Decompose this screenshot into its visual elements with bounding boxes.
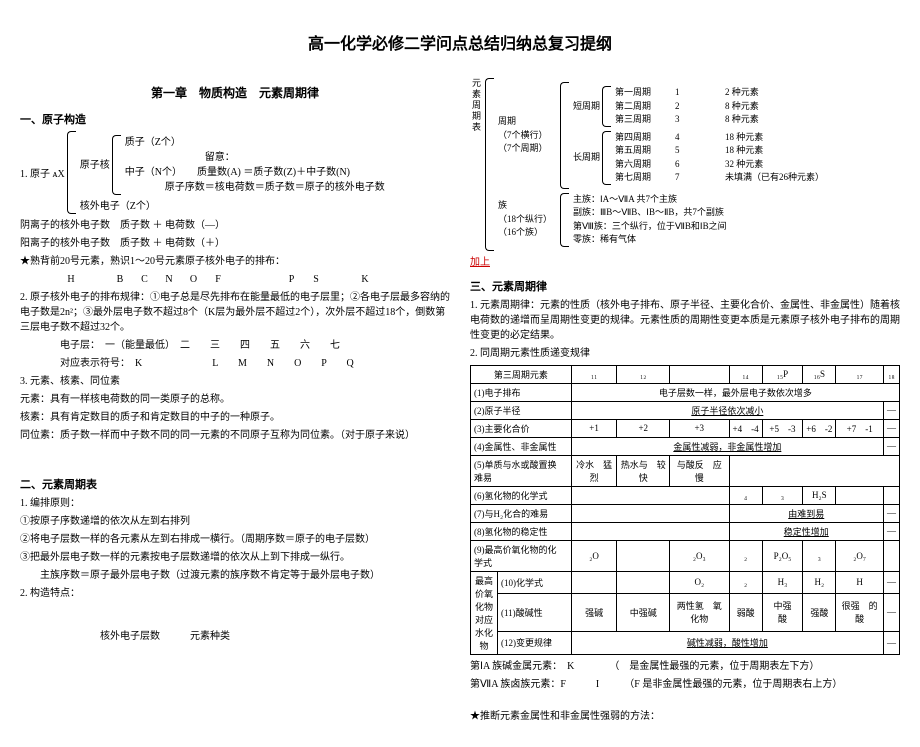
- def-element: 元素：具有一样核电荷数的同一类原子的总称。: [20, 392, 450, 407]
- periodic-tree: 元素周期表 周期（7个横行）（7个周期） 短周期 第一周期12 种元素 第二周期…: [470, 78, 900, 251]
- table-row: (4)金属性、非金属性 金属性减弱，非金属性增加 —: [471, 437, 900, 455]
- s2-p2: ②将电子层数一样的各元素从左到右排成一横行。（周期序数＝原子的电子层数）: [20, 532, 450, 547]
- s3-p2: 2. 同周期元素性质递变规律: [470, 346, 900, 361]
- rule-3: 3. 元素、核素、同位素: [20, 374, 450, 389]
- table-row: (7)与H₂化合的难易 由难到易 —: [471, 504, 900, 522]
- element-row-1: H B C N O F P S K: [20, 272, 450, 287]
- def-nuclide: 核素：具有肯定数目的质子和肯定数目的中子的一种原子。: [20, 410, 450, 425]
- atom-structure: 1. 原子 ᴀX 原子核 质子（Z个） 留意： 中子（N个） 质量数(A) ＝质…: [20, 131, 450, 214]
- page-title: 高一化学必修二学问点总结归纳总复习提纲: [20, 30, 900, 54]
- table-row: (1)电子排布 电子层数一样，最外层电子数依次增多: [471, 383, 900, 401]
- table-row: (11)酸碱性 强碱 中强碱 两性氢 氧化物 弱酸 中强 酸 强酸 很强 的酸 …: [471, 593, 900, 631]
- note-line: 留意：: [125, 150, 450, 165]
- cation-line: 阳离子的核外电子数 质子数 ＋ 电荷数（＋）: [20, 236, 450, 251]
- group-label: 族（18个纵行）（16个族）: [498, 193, 560, 247]
- proton-line: 质子（Z个）: [125, 135, 450, 150]
- foot-2: 第ⅦA 族卤族元素：F I （F 是非金属性最强的元素，位于周期表右上方）: [470, 677, 900, 692]
- table-row: (9)最高价氧化物的化 学式 ₂O ₂O₃ ₂ P₂O₅ ₃ ₂O₇: [471, 540, 900, 571]
- table-row: (3)主要化合价 +1 +2 +3 +4 -4 +5 -3 +6 -2 +7 -…: [471, 419, 900, 437]
- star-note: ★推断元素金属性和非金属性强弱的方法：: [470, 709, 900, 724]
- seq-formula: 原子序数＝核电荷数＝质子数＝原子的核外电子数: [125, 180, 450, 195]
- neutron-line: 中子（N个）: [125, 167, 177, 178]
- table-row: (5)单质与水或酸置换 难易 冷水 猛烈 热水与 较快 与酸反 应慢: [471, 455, 900, 486]
- section-2-title: 二、元素周期表: [20, 476, 450, 492]
- table-row: (12)变更规律 碱性减弱，酸性增加 —: [471, 632, 900, 654]
- s2-p3: ③把最外层电子数一样的元素按电子层数递增的依次从上到下排成一纵行。: [20, 550, 450, 565]
- foot-1: 第ⅠA 族碱金属元素： K （ 是金属性最强的元素，位于周期表左下方）: [470, 659, 900, 674]
- section-3-title: 三、元素周期律: [470, 278, 900, 294]
- period-3-table: 第三周期元素 ₁₁ ₁₂ ₁₄ ₁₅P ₁₆S ₁₇ ₁₈ (1)电子排布 电子…: [470, 365, 900, 655]
- mass-formula: 质量数(A) ＝质子数(Z)＋中子数(N): [197, 167, 350, 178]
- layers-symbol: 对应表示符号： K L M N O P Q: [20, 356, 450, 371]
- def-isotope: 同位素：质子数一样而中子数不同的同一元素的不同原子互称为同位素。（对于原子来说）: [20, 428, 450, 443]
- rule-2: 2. 原子核外电子的排布规律：①电子总是尽先排布在能量最低的电子层里；②各电子层…: [20, 290, 450, 335]
- period-label: 周期（7个横行）（7个周期）: [498, 82, 560, 189]
- table-row: (2)原子半径 原子半径依次减小 —: [471, 401, 900, 419]
- left-column: 第一章 物质构造 元素周期律 一、原子构造 1. 原子 ᴀX 原子核 质子（Z个…: [20, 74, 450, 727]
- memorize-line: ★熟背前20号元素，熟识1～20号元素原子核外电子的排布：: [20, 254, 450, 269]
- chapter-heading: 第一章 物质构造 元素周期律: [20, 84, 450, 101]
- right-column: 元素周期表 周期（7个横行）（7个周期） 短周期 第一周期12 种元素 第二周期…: [470, 74, 900, 727]
- table-row: (8)氢化物的稳定性 稳定性增加 —: [471, 522, 900, 540]
- s2-h1: 1. 编排原则：: [20, 496, 450, 511]
- s3-p1: 1. 元素周期律：元素的性质（核外电子排布、原子半径、主要化合价、金属性、非金属…: [470, 298, 900, 343]
- table-row: 最高价氧化物对应水化物 (10)化学式 O₂ ₂ H₃ H₂ H —: [471, 571, 900, 593]
- layers-label: 电子层： 一（能量最低） 二 三 四 五 六 七: [20, 338, 450, 353]
- s2-h2: 2. 构造特点：: [20, 586, 450, 601]
- section-1-title: 一、原子构造: [20, 111, 450, 127]
- anion-line: 阴离子的核外电子数 质子数 ＋ 电荷数（—）: [20, 218, 450, 233]
- plus-label: 加上: [470, 255, 900, 270]
- electron-line: 核外电子（Z个）: [80, 199, 450, 214]
- table-row: 第三周期元素 ₁₁ ₁₂ ₁₄ ₁₅P ₁₆S ₁₇ ₁₈: [471, 365, 900, 383]
- nucleus-label: 原子核: [80, 135, 112, 195]
- table-row: (6)氢化物的化学式 ₄ ₃ H₂S: [471, 486, 900, 504]
- s2-p4: 主族序数＝原子最外层电子数（过渡元素的族序数不肯定等于最外层电子数）: [20, 568, 450, 583]
- s2-p1: ①按原子序数递增的依次从左到右排列: [20, 514, 450, 529]
